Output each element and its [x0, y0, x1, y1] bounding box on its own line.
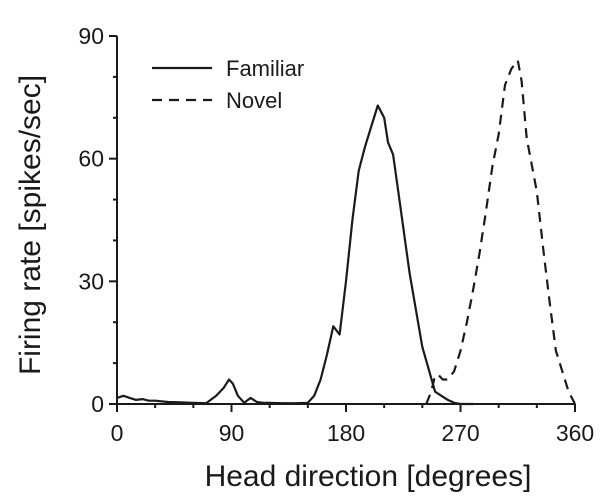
- x-tick-label-270: 270: [441, 420, 479, 446]
- y-tick-label-90: 90: [78, 23, 104, 49]
- y-tick-label-0: 0: [91, 391, 104, 417]
- x-tick-label-360: 360: [556, 420, 594, 446]
- x-ticks: [116, 404, 576, 412]
- y-axis-title: Firing rate [spikes/sec]: [14, 75, 47, 375]
- x-axis: 0 90 180 270 360: [111, 403, 595, 446]
- y-tick-label-60: 60: [78, 146, 104, 172]
- legend-label-familiar: Familiar: [226, 56, 304, 81]
- series-line-novel: [425, 59, 576, 405]
- series-line-familiar: [116, 104, 474, 406]
- y-axis: 0 30 60 90: [78, 23, 118, 417]
- y-tick-labels: 0 30 60 90: [78, 23, 104, 417]
- x-tick-label-180: 180: [327, 420, 365, 446]
- x-axis-title: Head direction [degrees]: [205, 460, 532, 493]
- y-ticks: [109, 35, 117, 405]
- x-tick-label-0: 0: [111, 420, 124, 446]
- legend: Familiar Novel: [152, 56, 304, 113]
- legend-label-novel: Novel: [226, 88, 282, 113]
- x-tick-label-90: 90: [219, 420, 245, 446]
- y-tick-label-30: 30: [78, 268, 104, 294]
- x-tick-labels: 0 90 180 270 360: [111, 420, 595, 446]
- series-group: [116, 59, 576, 406]
